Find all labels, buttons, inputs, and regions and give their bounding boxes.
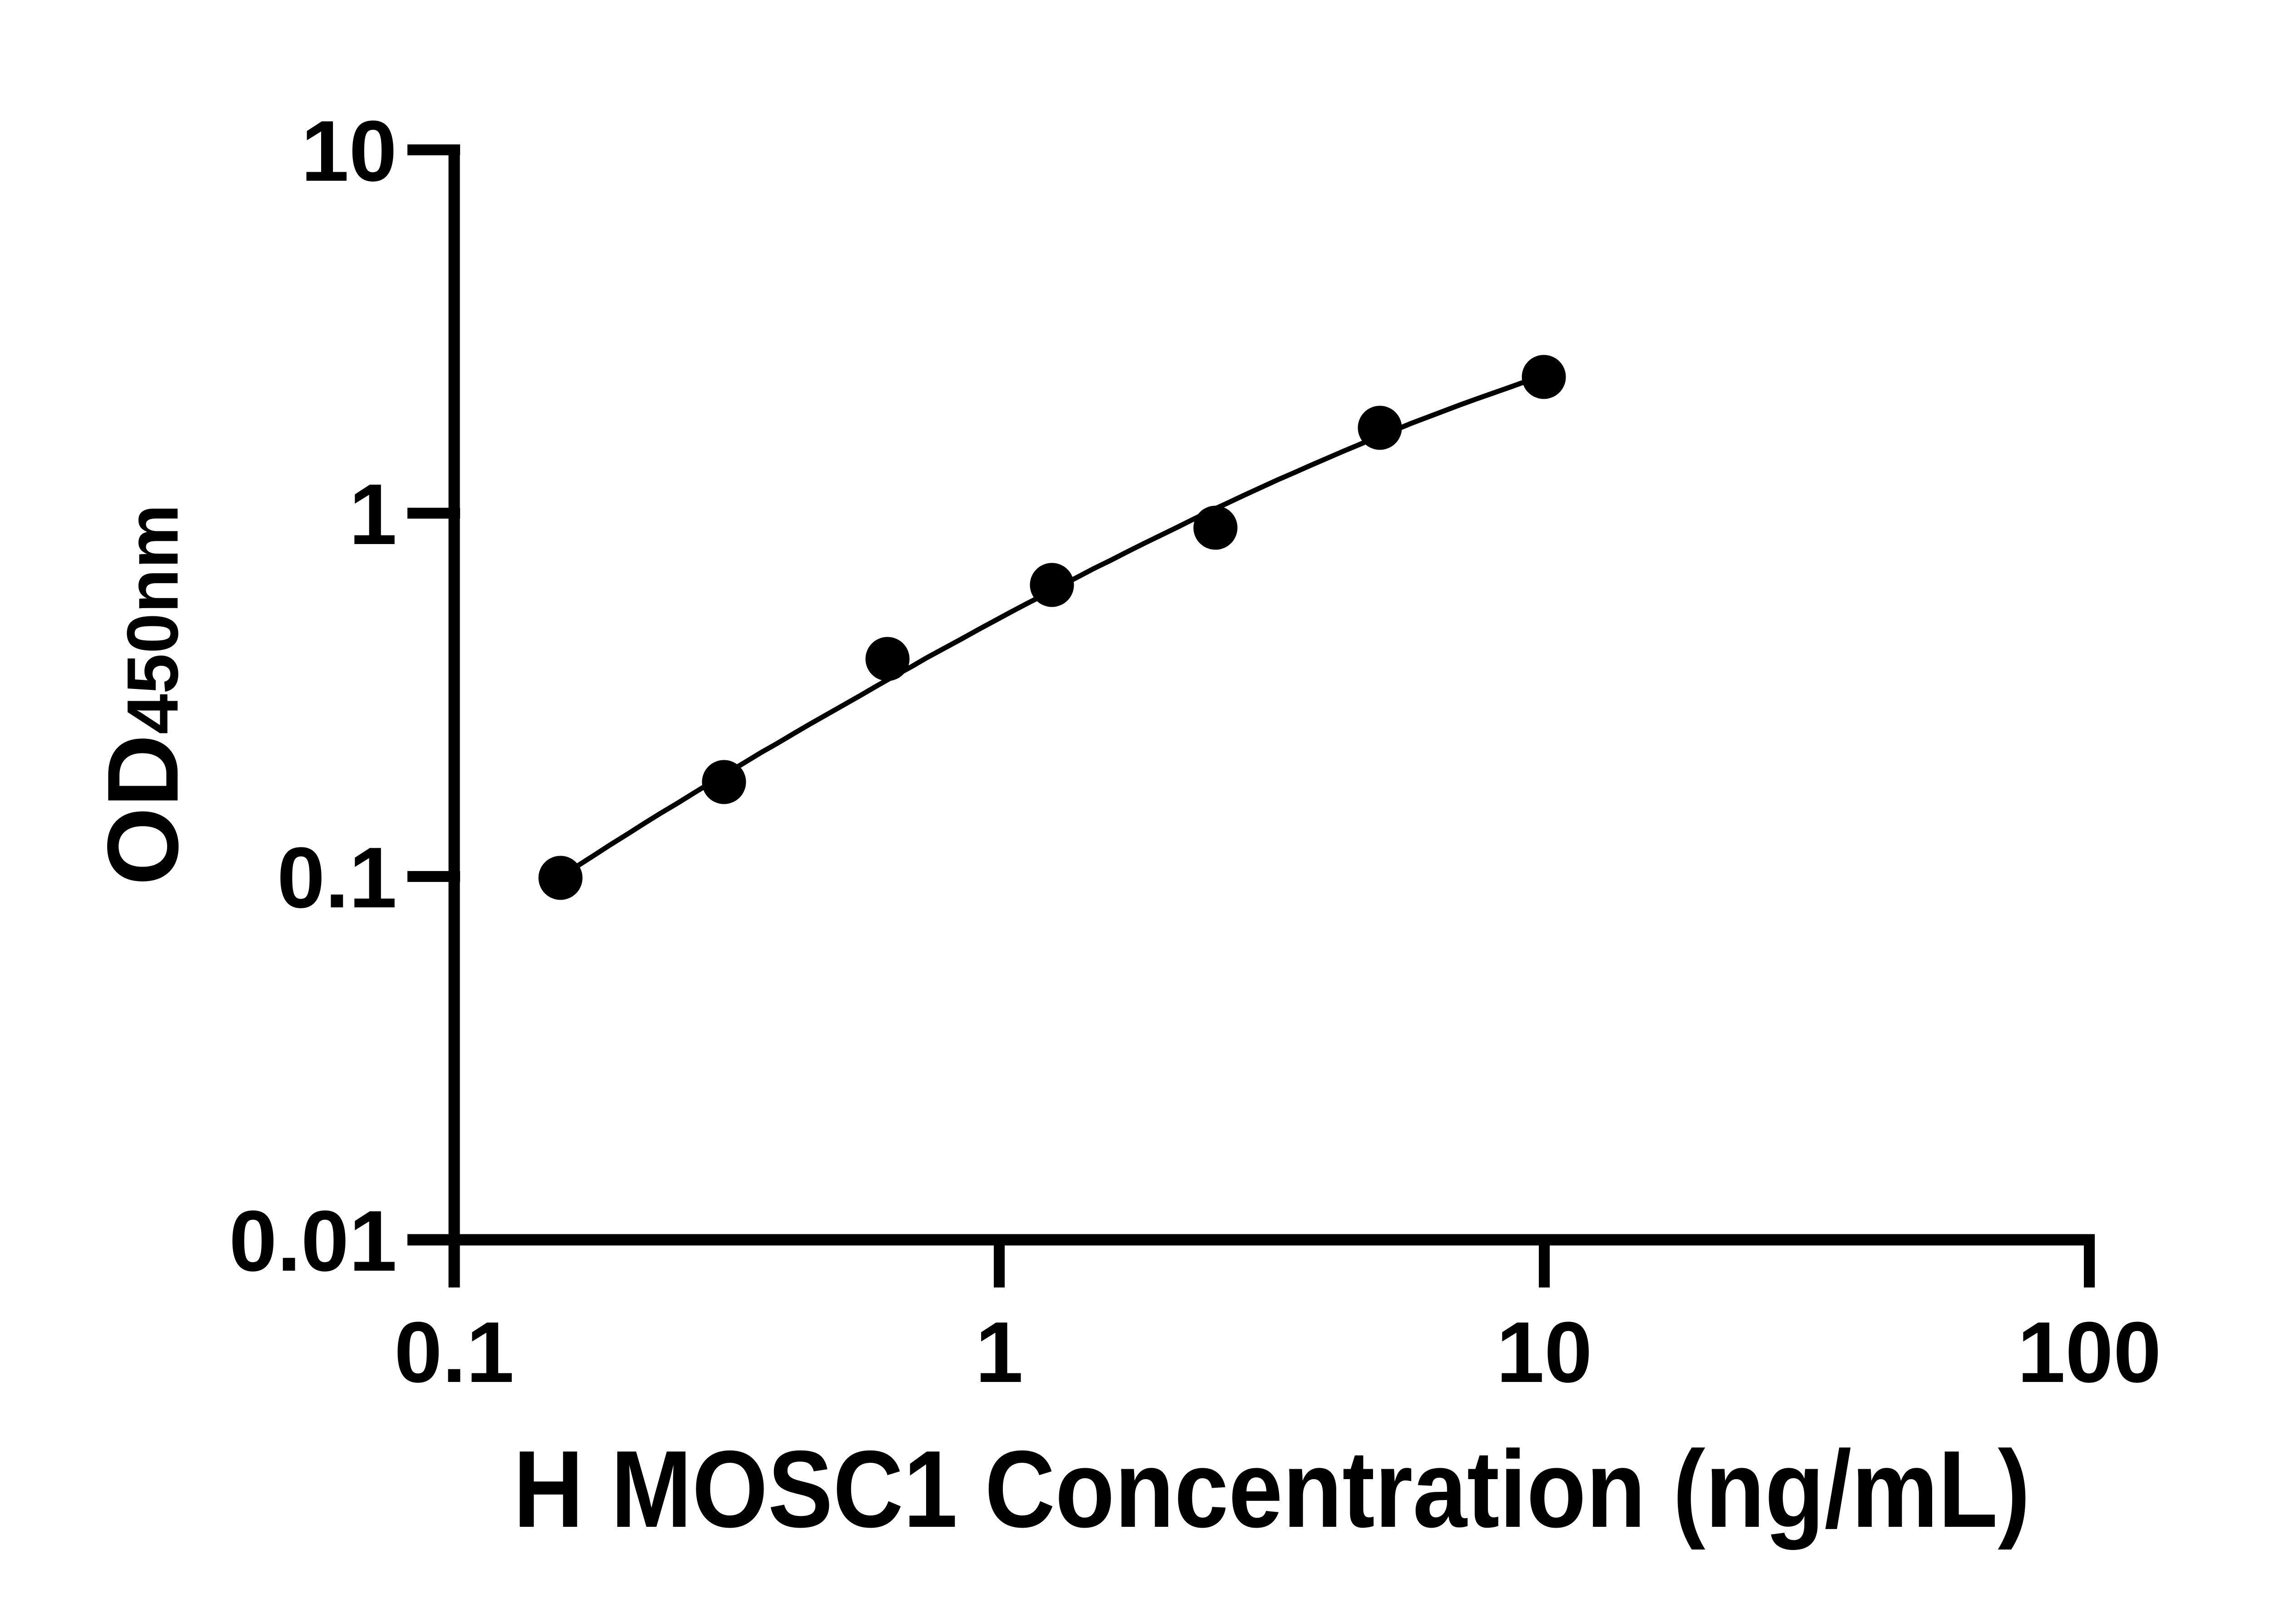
svg-text:0.1: 0.1 <box>277 830 397 926</box>
svg-text:H MOSC1 Concentration (ng/mL): H MOSC1 Concentration (ng/mL) <box>513 1428 2030 1550</box>
svg-text:1: 1 <box>975 1304 1023 1401</box>
svg-text:1: 1 <box>349 466 397 563</box>
svg-text:100: 100 <box>2017 1304 2161 1401</box>
svg-text:10: 10 <box>301 103 397 199</box>
svg-text:0.1: 0.1 <box>394 1304 514 1401</box>
svg-text:10: 10 <box>1496 1304 1592 1401</box>
svg-text:0.01: 0.01 <box>229 1193 397 1289</box>
